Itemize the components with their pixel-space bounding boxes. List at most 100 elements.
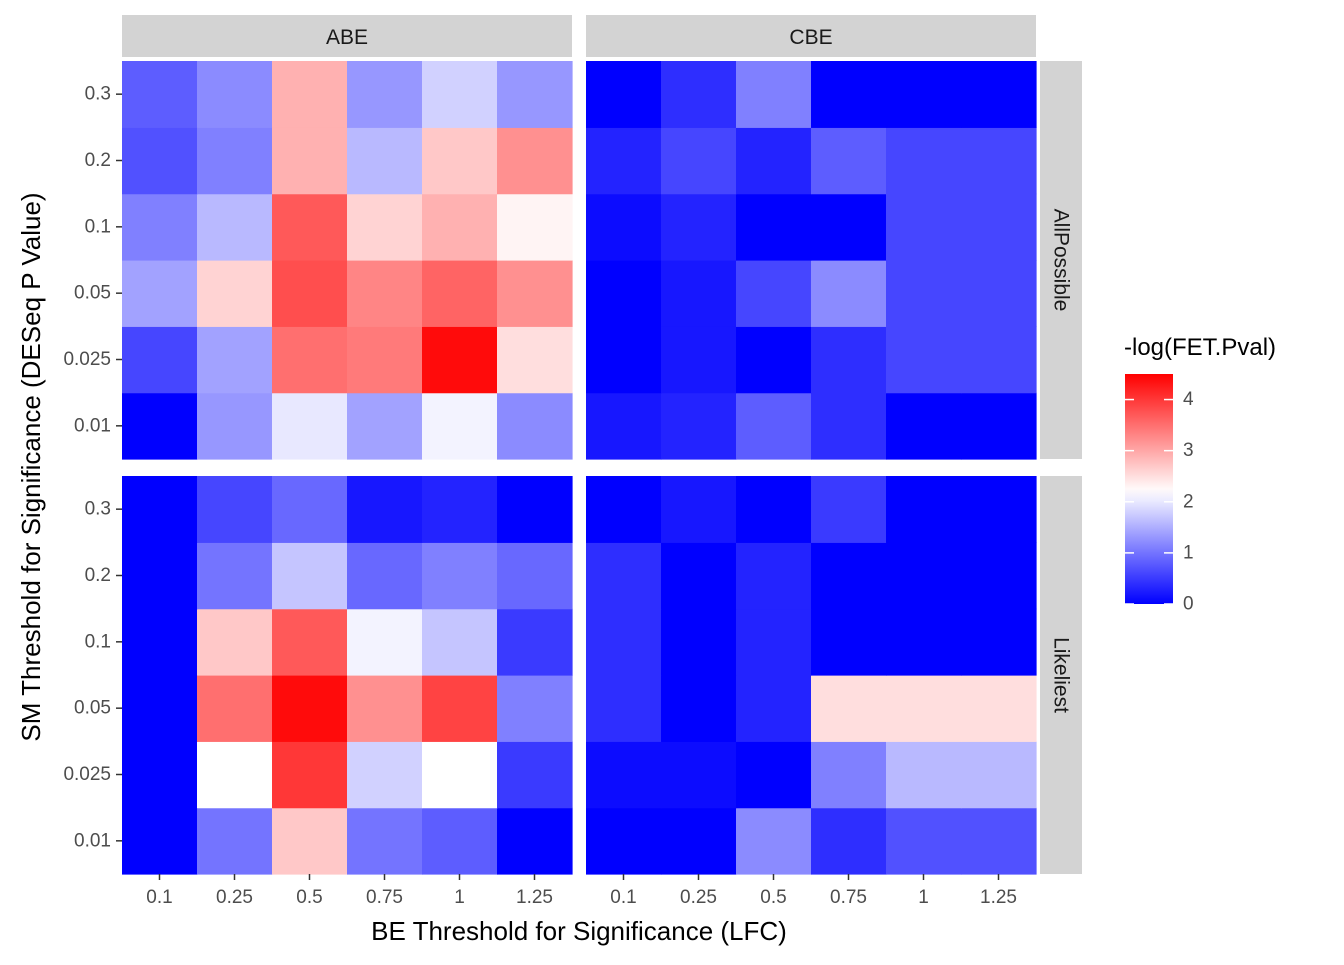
heatmap-cell [736, 675, 812, 742]
heatmap-cell [736, 326, 812, 394]
heatmap-cell [586, 61, 662, 128]
heatmap-cell [497, 61, 573, 128]
y-tick-label: 0.01 [74, 415, 111, 436]
heatmap-cell [661, 193, 737, 261]
y-tick-label: 0.1 [85, 216, 111, 237]
heatmap-cell [422, 61, 498, 128]
y-tick-label: 0.01 [74, 830, 111, 851]
heatmap-cell [422, 260, 498, 327]
x-tick-label: 0.25 [216, 887, 253, 908]
heatmap-cell [497, 608, 573, 676]
heatmap-cell [272, 260, 348, 327]
heatmap-cell [961, 127, 1037, 195]
heatmap-cell [272, 675, 348, 742]
heatmap-cell [347, 127, 423, 195]
heatmap-cell [197, 542, 273, 610]
x-tick-label: 1 [918, 887, 929, 908]
heatmap-cell [886, 61, 962, 128]
heatmap-cell [197, 61, 273, 128]
heatmap-cell [586, 193, 662, 261]
heatmap-cell [886, 675, 962, 742]
heatmap-cell [422, 807, 498, 875]
heatmap-cell [811, 260, 887, 327]
heatmap-cell [122, 608, 198, 676]
heatmap-cell [886, 260, 962, 327]
x-tick-label: 0.25 [680, 887, 717, 908]
heatmap-cell [661, 326, 737, 394]
heatmap-cell [347, 476, 423, 543]
heatmap-cell [736, 260, 812, 327]
y-tick-label: 0.025 [63, 349, 111, 370]
heatmap-cell [961, 193, 1037, 261]
heatmap-cell [586, 608, 662, 676]
x-tick-label: 0.5 [760, 887, 786, 908]
heatmap-cell [197, 807, 273, 875]
y-tick-label: 0.3 [85, 499, 111, 520]
heatmap-cell [272, 193, 348, 261]
heatmap-cell [272, 608, 348, 676]
heatmap-cell [736, 542, 812, 610]
heatmap-cell [497, 675, 573, 742]
heatmap-cell [497, 127, 573, 195]
heatmap-cell [347, 741, 423, 809]
heatmap-cell [272, 741, 348, 809]
heatmap-cell [122, 542, 198, 610]
heatmap-cell [661, 61, 737, 128]
heatmap-cell [422, 193, 498, 261]
facet-strip-label: CBE [789, 26, 832, 49]
heatmap-cell [661, 476, 737, 543]
heatmap-cell [661, 675, 737, 742]
heatmap-cell [961, 608, 1037, 676]
heatmap-cell [811, 542, 887, 610]
heatmap-cell [347, 608, 423, 676]
heatmap-cell [122, 741, 198, 809]
heatmap-cell [661, 608, 737, 676]
heatmap-cell [736, 193, 812, 261]
heatmap-cell [122, 326, 198, 394]
heatmap-cell [347, 61, 423, 128]
panel-cbe-likeliest [586, 476, 1037, 875]
legend-ticks: 0 1 2 3 4 [1125, 389, 1194, 615]
heatmap-cell [347, 260, 423, 327]
heatmap-cell [811, 193, 887, 261]
facet-strip-label: ABE [326, 26, 368, 49]
heatmap-cell [422, 476, 498, 543]
x-tick-label: 0.1 [610, 887, 636, 908]
heatmap-cell [661, 741, 737, 809]
heatmap-cell [497, 392, 573, 460]
facet-strip-abe [122, 15, 572, 57]
heatmap-cell [122, 260, 198, 327]
heatmap-cell [586, 260, 662, 327]
heatmap-cell [886, 392, 962, 460]
heatmap-cell [586, 807, 662, 875]
heatmap-cell [272, 127, 348, 195]
y-tick-label: 0.2 [85, 565, 111, 586]
color-legend: -log(FET.Pval) 0 1 2 3 4 [1124, 334, 1276, 615]
heatmap-cell [122, 476, 198, 543]
heatmap-cell [736, 608, 812, 676]
heatmap-cell [811, 608, 887, 676]
legend-tick-label: 4 [1183, 389, 1194, 410]
heatmap-cell [122, 193, 198, 261]
heatmap-cell [422, 675, 498, 742]
heatmap-cell [811, 392, 887, 460]
heatmap-cell [497, 326, 573, 394]
heatmap-cell [811, 61, 887, 128]
panel-abe-likeliest [122, 476, 573, 875]
heatmap-cell [661, 127, 737, 195]
heatmap-cell [497, 260, 573, 327]
heatmap-cell [347, 807, 423, 875]
heatmap-cell [347, 326, 423, 394]
heatmap-cell [961, 542, 1037, 610]
heatmap-cell [272, 476, 348, 543]
heatmap-cell [197, 392, 273, 460]
y-tick-label: 0.025 [63, 764, 111, 785]
y-tick-label: 0.05 [74, 698, 111, 719]
heatmap-cell [736, 127, 812, 195]
heatmap-cell [586, 741, 662, 809]
heatmap-cell [886, 193, 962, 261]
heatmap-cell [197, 741, 273, 809]
heatmap-cell [961, 476, 1037, 543]
